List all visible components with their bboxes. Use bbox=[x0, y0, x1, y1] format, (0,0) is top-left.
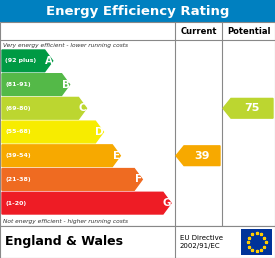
Text: A: A bbox=[45, 56, 53, 66]
Text: (92 plus): (92 plus) bbox=[5, 58, 36, 63]
Text: Potential: Potential bbox=[227, 27, 270, 36]
Text: 39: 39 bbox=[194, 151, 210, 161]
Text: 75: 75 bbox=[244, 103, 260, 113]
Text: EU Directive
2002/91/EC: EU Directive 2002/91/EC bbox=[180, 235, 223, 249]
Polygon shape bbox=[2, 192, 171, 214]
Text: F: F bbox=[135, 174, 142, 184]
Bar bbox=[0, 226, 275, 258]
Bar bbox=[0, 0, 275, 22]
Text: (21-38): (21-38) bbox=[5, 177, 31, 182]
Text: G: G bbox=[163, 198, 171, 208]
Text: (81-91): (81-91) bbox=[5, 82, 31, 87]
Polygon shape bbox=[2, 74, 70, 95]
Text: (1-20): (1-20) bbox=[5, 201, 26, 206]
Bar bbox=[0, 22, 275, 226]
Text: Not energy efficient - higher running costs: Not energy efficient - higher running co… bbox=[3, 219, 128, 223]
Polygon shape bbox=[2, 50, 53, 72]
Polygon shape bbox=[2, 145, 120, 167]
Text: England & Wales: England & Wales bbox=[5, 236, 123, 248]
Text: E: E bbox=[113, 151, 120, 161]
Polygon shape bbox=[2, 168, 142, 190]
Text: D: D bbox=[95, 127, 104, 137]
Text: (69-80): (69-80) bbox=[5, 106, 31, 111]
Text: Energy Efficiency Rating: Energy Efficiency Rating bbox=[46, 4, 229, 18]
Text: B: B bbox=[62, 79, 70, 90]
Polygon shape bbox=[223, 99, 273, 118]
Text: C: C bbox=[79, 103, 86, 113]
Text: Current: Current bbox=[180, 27, 217, 36]
Polygon shape bbox=[176, 146, 220, 166]
Bar bbox=[241, 229, 272, 255]
Polygon shape bbox=[2, 121, 103, 143]
Text: (55-68): (55-68) bbox=[5, 130, 31, 134]
Text: Very energy efficient - lower running costs: Very energy efficient - lower running co… bbox=[3, 43, 128, 47]
Text: (39-54): (39-54) bbox=[5, 153, 31, 158]
Polygon shape bbox=[2, 98, 87, 119]
